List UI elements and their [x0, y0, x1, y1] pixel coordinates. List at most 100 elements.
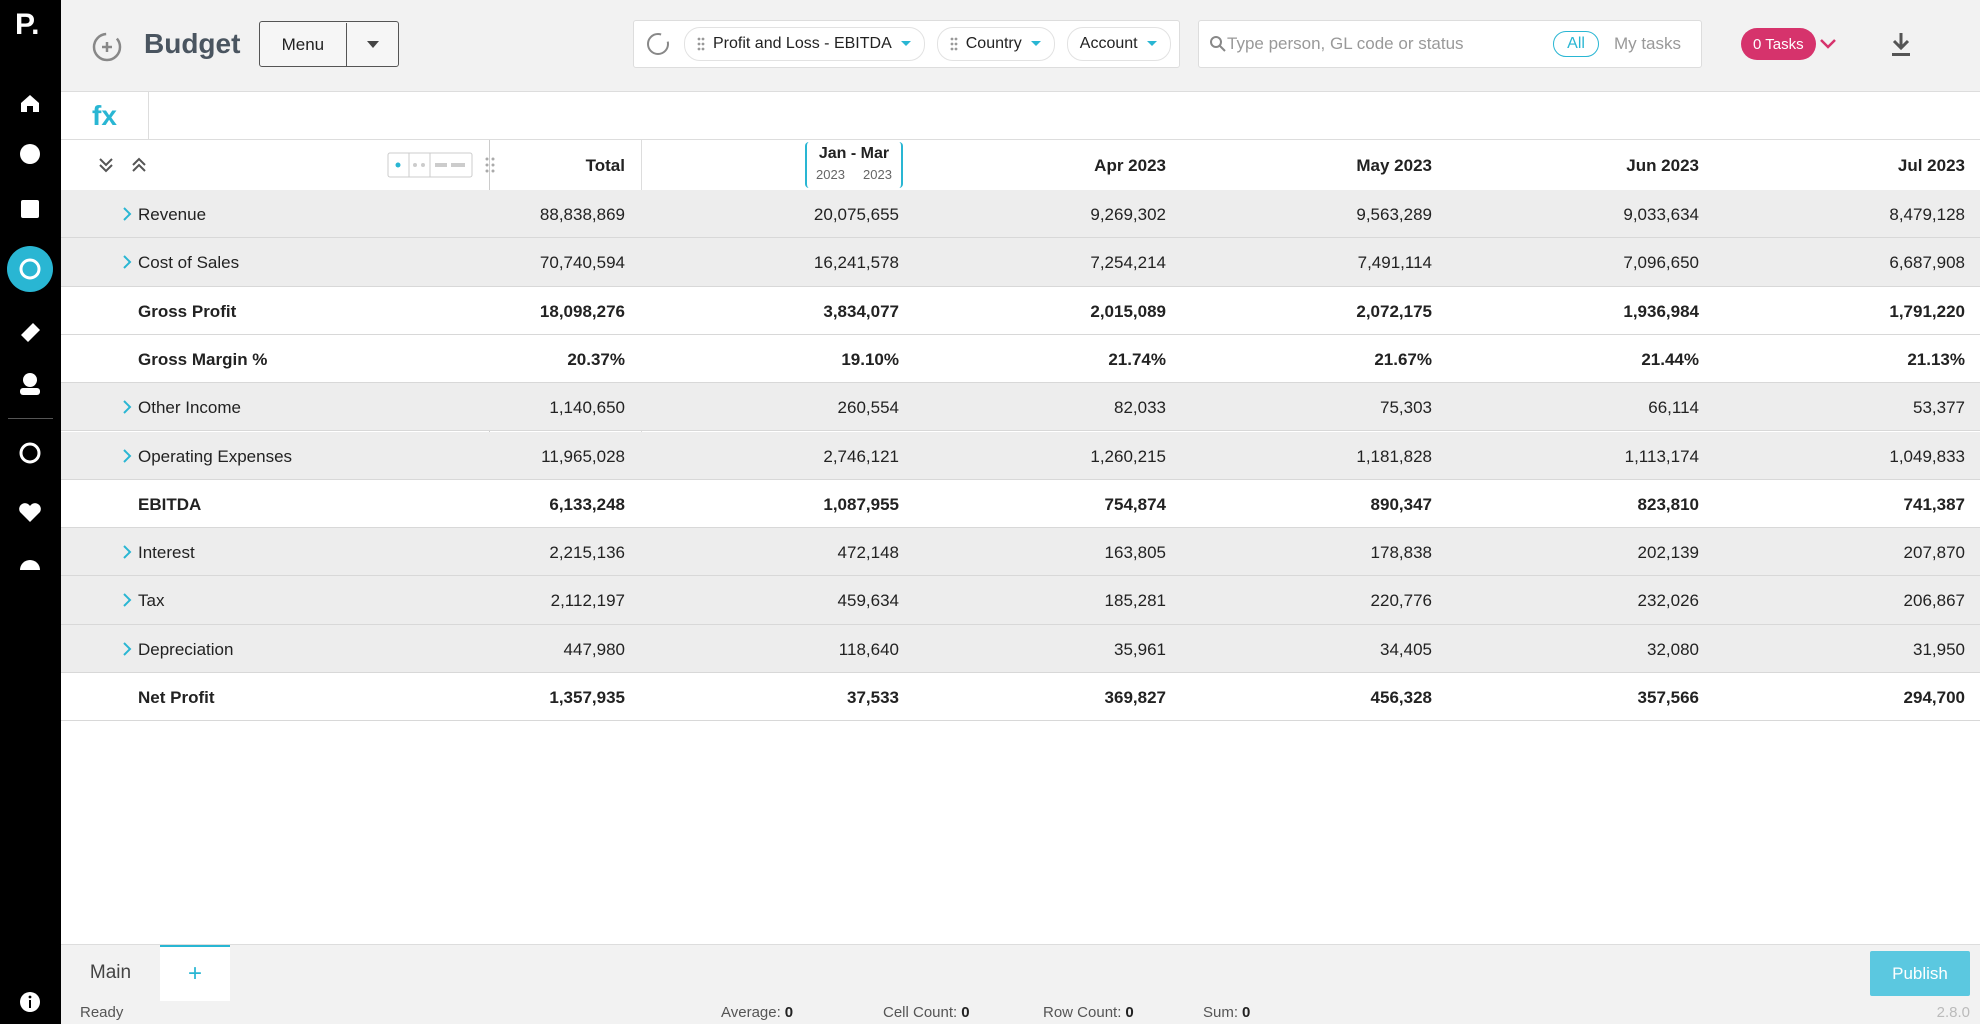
- cell-value[interactable]: 1,140,650: [549, 398, 625, 418]
- row-label[interactable]: Operating Expenses: [138, 446, 293, 466]
- cell-value[interactable]: 2,072,175: [1356, 301, 1432, 321]
- cell-value[interactable]: 20,075,655: [813, 205, 899, 224]
- filter-chip[interactable]: Country: [936, 27, 1055, 61]
- cell-value[interactable]: 31,950: [1913, 639, 1965, 659]
- add-tab[interactable]: +: [160, 945, 230, 1001]
- sheet-tab[interactable]: Main: [89, 962, 132, 983]
- cell-value[interactable]: 9,269,302: [1090, 205, 1166, 224]
- cell-value[interactable]: 294,700: [1903, 688, 1965, 707]
- column-header[interactable]: Jun 2023: [1626, 156, 1699, 175]
- cell-value[interactable]: 53,377: [1913, 398, 1965, 418]
- cell-value[interactable]: 75,303: [1380, 398, 1432, 418]
- expand-all[interactable]: [130, 156, 148, 174]
- cell-value[interactable]: 7,254,214: [1090, 253, 1166, 273]
- cell-value[interactable]: 206,867: [1903, 591, 1965, 611]
- cell-value[interactable]: 459,634: [837, 591, 899, 611]
- cell-value[interactable]: 1,049,833: [1889, 446, 1965, 466]
- cell-value[interactable]: 21.44%: [1641, 349, 1699, 369]
- cell-value[interactable]: 16,241,578: [813, 253, 899, 273]
- filter-caret[interactable]: [1146, 40, 1158, 48]
- drag-handle[interactable]: [697, 37, 705, 51]
- cell-value[interactable]: 472,148: [837, 543, 899, 563]
- cell-value[interactable]: 21.74%: [1108, 349, 1166, 369]
- menu-caret[interactable]: [347, 34, 398, 54]
- formula-label[interactable]: fx: [61, 92, 149, 139]
- cell-value[interactable]: 1,181,828: [1356, 446, 1432, 466]
- info-icon[interactable]: [18, 990, 42, 1014]
- cell-value[interactable]: 1,113,174: [1624, 446, 1699, 466]
- cell-value[interactable]: 2,746,121: [823, 446, 899, 466]
- cell-value[interactable]: 21.13%: [1907, 349, 1965, 369]
- row-label[interactable]: Other Income: [138, 398, 241, 418]
- row-label[interactable]: Interest: [138, 543, 195, 563]
- cell-value[interactable]: 754,874: [1104, 494, 1166, 514]
- column-header[interactable]: Jan - Mar 2023 2023: [805, 142, 903, 188]
- expand-chevron[interactable]: [121, 399, 133, 415]
- tag-icon[interactable]: [21, 323, 40, 342]
- row-label[interactable]: Depreciation: [138, 639, 234, 659]
- menu-label[interactable]: Menu: [260, 22, 347, 66]
- cell-value[interactable]: 202,139: [1637, 543, 1699, 563]
- column-header[interactable]: Jul 2023: [1897, 156, 1965, 175]
- collapse-all[interactable]: [97, 156, 115, 174]
- cell-value[interactable]: 32,080: [1647, 639, 1699, 659]
- search-placeholder[interactable]: Type person, GL code or status: [1227, 34, 1464, 53]
- density-toggle[interactable]: [387, 152, 473, 178]
- cell-value[interactable]: 163,805: [1104, 543, 1166, 563]
- cell-value[interactable]: 19.10%: [841, 349, 899, 369]
- cell-value[interactable]: 37,533: [847, 688, 899, 707]
- cell-value[interactable]: 2,215,136: [549, 543, 625, 563]
- dashboard-icon[interactable]: [20, 560, 40, 570]
- column-drag[interactable]: [485, 157, 495, 173]
- cell-value[interactable]: 260,554: [837, 398, 899, 418]
- active-icon[interactable]: [7, 246, 53, 292]
- filter-label[interactable]: Profit and Loss - EBITDA: [713, 35, 892, 52]
- tasks-badge[interactable]: 0 Tasks: [1741, 28, 1816, 60]
- tasks-caret[interactable]: [1818, 34, 1838, 54]
- cell-value[interactable]: 890,347: [1370, 494, 1432, 514]
- cell-value[interactable]: 185,281: [1104, 591, 1166, 611]
- cell-value[interactable]: 369,827: [1104, 688, 1166, 707]
- cell-value[interactable]: 220,776: [1370, 591, 1432, 611]
- expand-chevron[interactable]: [121, 254, 133, 270]
- filter-chip[interactable]: Profit and Loss - EBITDA: [684, 27, 925, 61]
- filter-caret[interactable]: [1030, 40, 1042, 48]
- home-icon[interactable]: [21, 95, 39, 112]
- filter-caret[interactable]: [900, 40, 912, 48]
- toggle-my-tasks[interactable]: My tasks: [1613, 34, 1681, 53]
- cell-value[interactable]: 232,026: [1637, 591, 1699, 611]
- cell-value[interactable]: 823,810: [1637, 494, 1699, 514]
- cell-value[interactable]: 447,980: [563, 639, 625, 659]
- column-header-label[interactable]: Jan - Mar: [818, 145, 890, 162]
- filter-label[interactable]: Country: [965, 35, 1022, 52]
- cell-value[interactable]: 6,133,248: [549, 494, 625, 514]
- row-label[interactable]: Revenue: [138, 205, 207, 224]
- expand-chevron[interactable]: [121, 448, 133, 464]
- cell-value[interactable]: 3,834,077: [823, 301, 899, 321]
- cell-value[interactable]: 88,838,869: [539, 205, 625, 224]
- cell-value[interactable]: 9,563,289: [1356, 205, 1432, 224]
- cell-value[interactable]: 1,357,935: [549, 688, 625, 707]
- menu-button[interactable]: Menu: [259, 21, 399, 67]
- cell-value[interactable]: 207,870: [1903, 543, 1965, 563]
- cell-value[interactable]: 1,936,984: [1623, 301, 1699, 321]
- column-header[interactable]: Apr 2023: [1094, 156, 1166, 175]
- cell-value[interactable]: 7,096,650: [1623, 253, 1699, 273]
- cell-value[interactable]: 118,640: [838, 639, 899, 659]
- cell-value[interactable]: 8,479,128: [1889, 205, 1965, 224]
- expand-chevron[interactable]: [121, 641, 133, 657]
- cell-value[interactable]: 9,033,634: [1623, 205, 1699, 224]
- cell-value[interactable]: 741,387: [1903, 494, 1965, 514]
- cell-value[interactable]: 1,260,215: [1090, 446, 1166, 466]
- cell-value[interactable]: 7,491,114: [1357, 253, 1432, 273]
- download-icon[interactable]: [1888, 30, 1914, 58]
- favorites-icon[interactable]: [19, 503, 41, 522]
- column-header[interactable]: May 2023: [1356, 156, 1432, 175]
- cell-value[interactable]: 11,965,028: [541, 446, 625, 466]
- cell-value[interactable]: 178,838: [1370, 543, 1432, 563]
- cell-value[interactable]: 70,740,594: [539, 253, 625, 273]
- drag-handle[interactable]: [950, 37, 958, 51]
- cell-value[interactable]: 1,087,955: [823, 494, 899, 514]
- refresh-icon[interactable]: [90, 30, 124, 64]
- cell-value[interactable]: 66,114: [1648, 398, 1699, 418]
